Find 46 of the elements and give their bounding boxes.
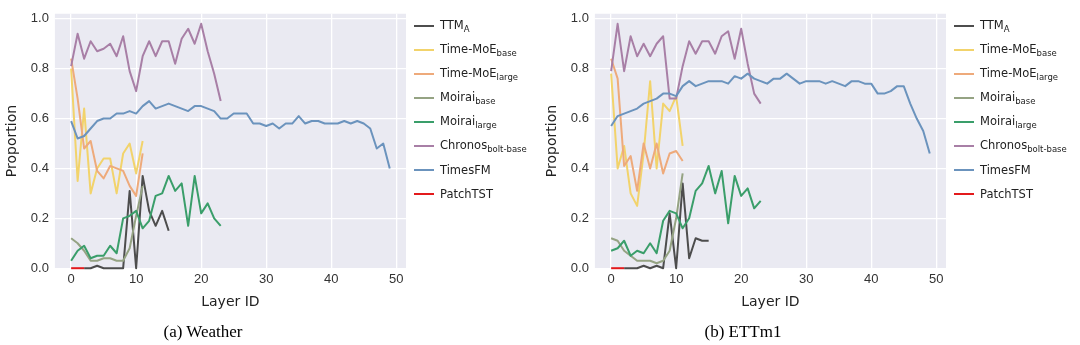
y-tick-label: 0.2 (570, 209, 589, 225)
legend-label: Chronos$_{bolt-base}$ (440, 137, 527, 155)
text: (a) Weather (163, 322, 243, 342)
legend-label: PatchTST (980, 187, 1033, 201)
x-tick-label: 40 (323, 270, 339, 286)
text: (b) ETTm1 (704, 322, 782, 342)
x-tick-label: 10 (668, 270, 684, 286)
legend-label: Moirai$_{large}$ (440, 113, 497, 131)
y-tick-label: 1.0 (570, 10, 589, 26)
x-tick-label: 50 (929, 270, 944, 286)
x-tick-label: 20 (733, 270, 749, 286)
legend-label: Time-MoE$_{large}$ (980, 65, 1059, 83)
x-axis-title: Layer ID (741, 292, 800, 309)
y-tick-label: 0.8 (30, 60, 49, 76)
legend-label: Time-MoE$_{base}$ (440, 41, 517, 59)
y-tick-label: 0.4 (30, 160, 49, 176)
legend-label: PatchTST (440, 187, 493, 201)
x-tick-label: 0 (607, 270, 615, 286)
y-tick-label: 0.6 (30, 110, 49, 126)
legend-label: Moirai$_{base}$ (980, 89, 1036, 107)
y-axis-title: Proportion (3, 104, 20, 178)
x-tick-label: 20 (193, 270, 209, 286)
legend-label: TimesFM (440, 163, 491, 177)
x-tick-label: 30 (258, 270, 274, 286)
legend-label: Moirai$_{base}$ (440, 89, 496, 107)
x-tick-label: 40 (863, 270, 879, 286)
y-tick-label: 0.8 (570, 60, 589, 76)
legend-label: Chronos$_{bolt-base}$ (980, 137, 1067, 155)
x-tick-label: 50 (389, 270, 404, 286)
y-axis-title: Proportion (543, 104, 560, 178)
x-tick-label: 30 (798, 270, 814, 286)
y-tick-label: 0.6 (570, 110, 589, 126)
y-tick-label: 1.0 (30, 10, 49, 26)
legend-label: TimesFM (980, 163, 1031, 177)
legend-label: Moirai$_{large}$ (980, 113, 1037, 131)
legend-label: TTM$_{A}$ (980, 17, 1010, 35)
legend-label: TTM$_{A}$ (440, 17, 470, 35)
x-tick-label: 10 (128, 270, 144, 286)
x-axis-title: Layer ID (201, 292, 260, 309)
legend-label: Time-MoE$_{base}$ (980, 41, 1057, 59)
y-tick-label: 0.4 (570, 160, 589, 176)
y-tick-label: 0.0 (570, 259, 589, 275)
y-tick-label: 0.0 (30, 259, 49, 275)
y-tick-label: 0.2 (30, 209, 49, 225)
legend-label: Time-MoE$_{large}$ (440, 65, 519, 83)
x-tick-label: 0 (67, 270, 75, 286)
